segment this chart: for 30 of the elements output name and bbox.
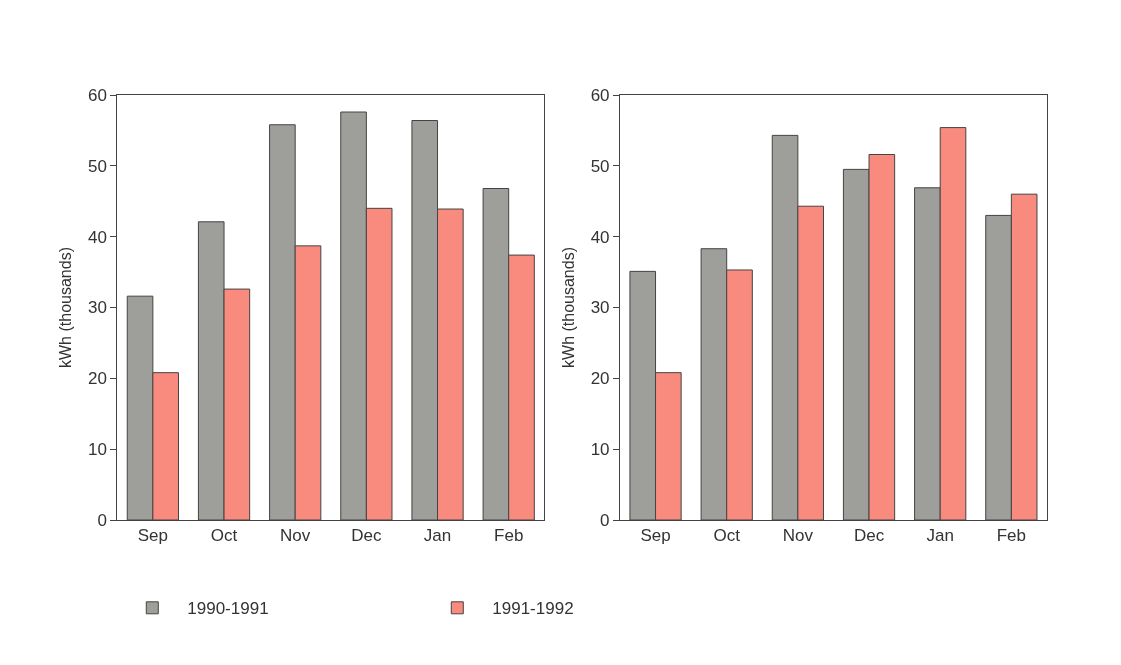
x-tick-label: Jan (423, 526, 452, 546)
y-tick-label: 50 (590, 156, 610, 176)
y-tick-label: 60 (590, 85, 610, 105)
x-tick-label: Nov (280, 526, 311, 546)
y-tick-label: 20 (87, 369, 107, 389)
x-tick-label: Nov (782, 526, 814, 546)
x-tick-label: Dec (853, 526, 885, 546)
y-tick-label: 40 (590, 227, 610, 247)
y-tick-label: 10 (590, 440, 610, 460)
x-tick-label: Sep (640, 526, 671, 546)
legend-label: 1991-1992 (492, 599, 574, 619)
x-tick-label: Dec (351, 526, 382, 546)
x-tick-label: Oct (713, 526, 741, 546)
y-tick-label: 60 (87, 85, 107, 105)
x-tick-label: Sep (137, 526, 168, 546)
x-tick-label: Feb (494, 526, 524, 546)
y-tick-label: 50 (87, 156, 107, 176)
y-tick-label: 0 (97, 510, 107, 530)
x-tick-label: Feb (996, 526, 1027, 546)
y-axis-title: kWh (thousands) (559, 247, 577, 368)
y-tick-label: 30 (590, 298, 610, 318)
x-tick-label: Jan (926, 526, 954, 546)
y-tick-label: 30 (87, 298, 107, 318)
y-tick-label: 0 (600, 510, 610, 530)
legend-label: 1990-1991 (187, 599, 269, 619)
y-tick-label: 40 (87, 227, 107, 247)
y-tick-label: 20 (590, 369, 610, 389)
x-tick-label: Oct (210, 526, 238, 546)
y-tick-label: 10 (87, 440, 107, 460)
y-axis-title: kWh (thousands) (56, 247, 74, 368)
